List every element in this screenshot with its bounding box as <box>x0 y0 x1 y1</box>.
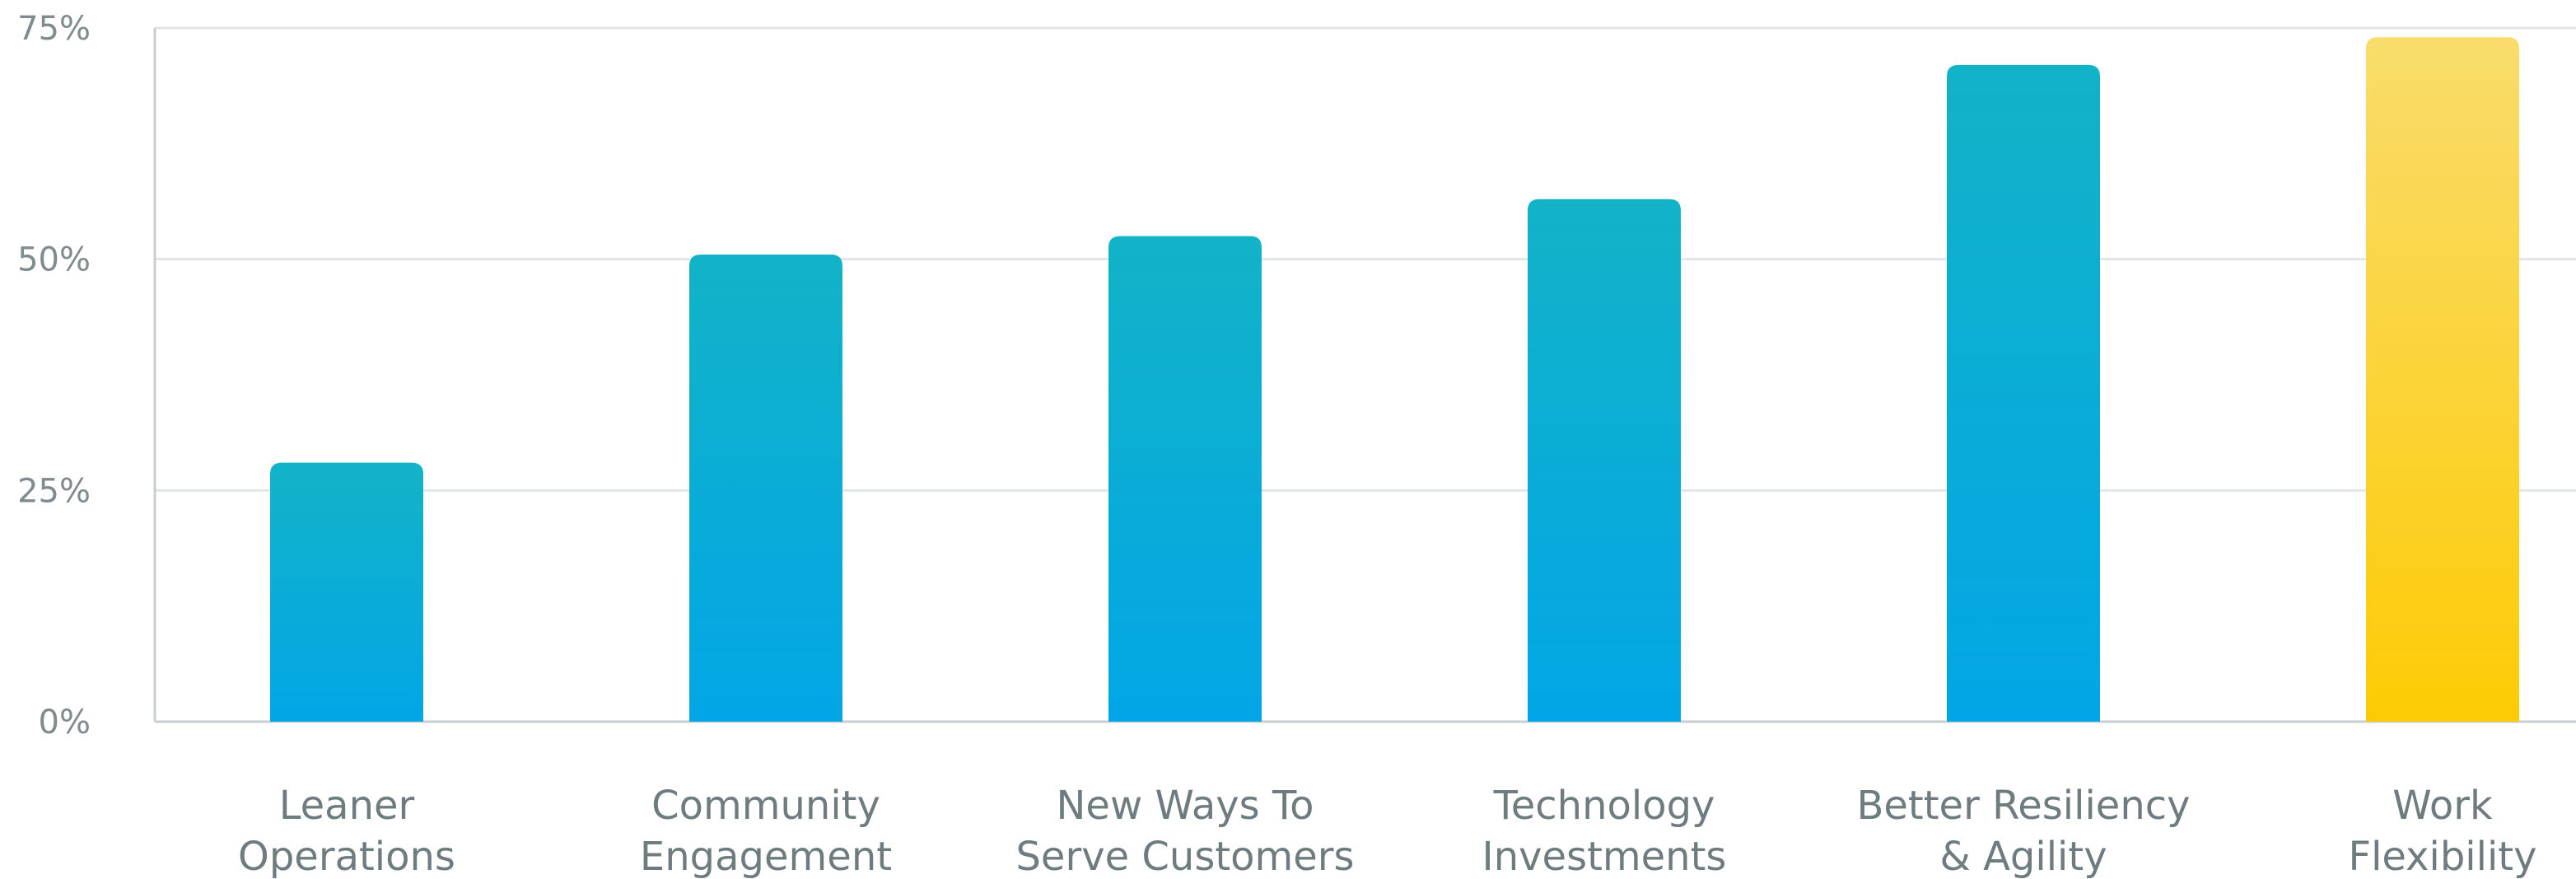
y-tick-label: 25% <box>17 472 91 510</box>
y-tick-label: 50% <box>17 241 91 279</box>
axes <box>153 28 2576 723</box>
category-labels: Leaner Operations Community Engagement New W… <box>238 783 2536 879</box>
category-label-line: New Ways To <box>1057 783 1314 829</box>
category-label-line: Leaner <box>279 783 415 829</box>
category-label-line: Community <box>651 783 880 829</box>
category-label: Technology Investments <box>1482 783 1727 879</box>
category-label-line: Work <box>2392 783 2493 829</box>
grid <box>155 26 2576 492</box>
category-label-line: Technology <box>1493 783 1715 829</box>
bar <box>1947 64 2100 722</box>
y-tick-label: 75% <box>17 10 91 48</box>
category-label-line: Serve Customers <box>1015 834 1354 879</box>
bars <box>270 37 2519 722</box>
category-label-line: Investments <box>1482 834 1727 879</box>
category-label-line: & Agility <box>1939 834 2107 879</box>
category-label: Leaner Operations <box>238 783 455 879</box>
y-tick-label: 0% <box>39 704 91 741</box>
bar <box>1108 236 1262 722</box>
category-label: Better Resiliency & Agility <box>1856 783 2190 879</box>
bar <box>270 462 423 722</box>
y-tick-labels: 0% 25% 50% 75% <box>17 10 91 741</box>
category-label-line: Engagement <box>640 834 892 879</box>
category-label: Work Flexibility <box>2348 783 2536 879</box>
category-label-line: Better Resiliency <box>1856 783 2190 829</box>
category-label: New Ways To Serve Customers <box>1015 783 1354 879</box>
category-label-line: Flexibility <box>2348 834 2536 879</box>
bar <box>2366 37 2519 722</box>
category-label: Community Engagement <box>640 783 892 879</box>
bar <box>1528 199 1681 722</box>
category-label-line: Operations <box>238 834 455 879</box>
bar <box>689 255 842 722</box>
